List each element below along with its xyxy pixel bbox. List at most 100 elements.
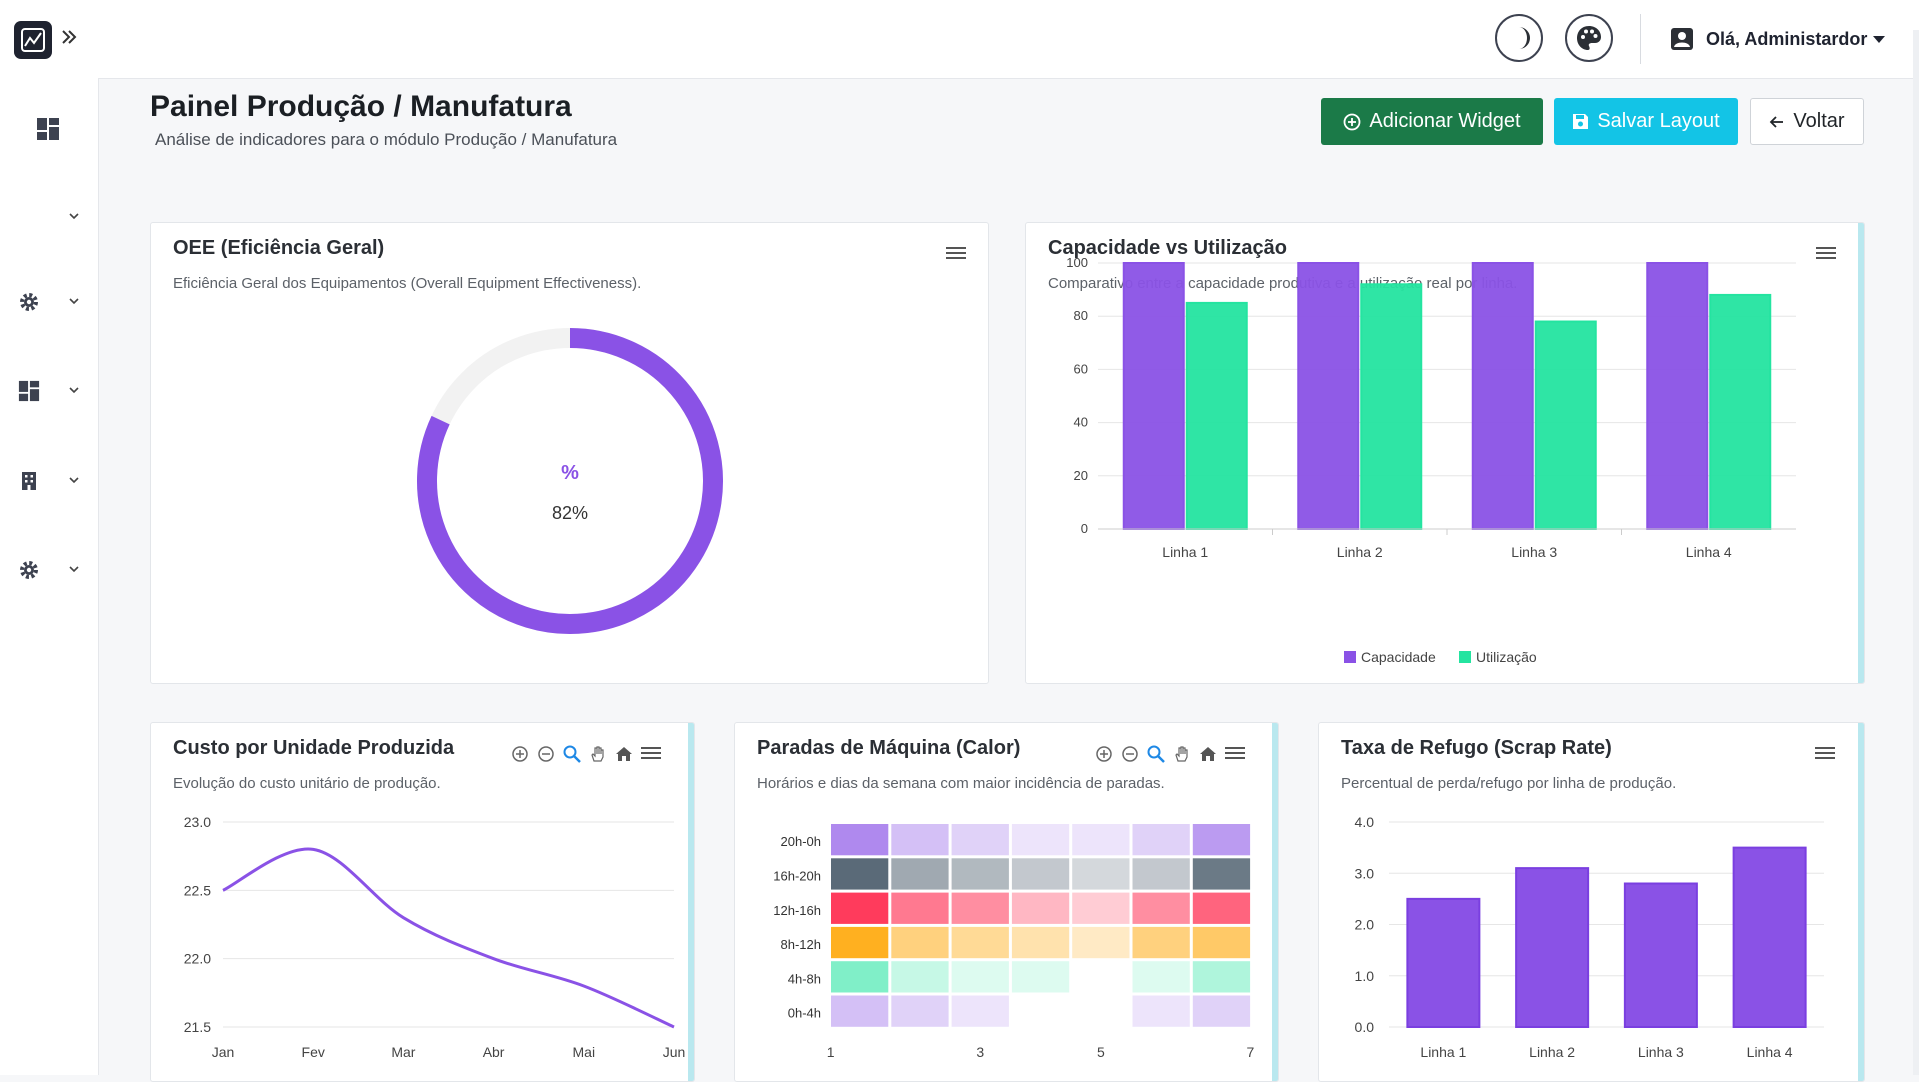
- y-tick-label: 22.5: [184, 882, 211, 898]
- heatmap-cell: [1192, 995, 1251, 1027]
- heatmap-cell: [1072, 858, 1130, 890]
- zoom-in-icon[interactable]: [1095, 745, 1115, 763]
- widget-cost: Custo por Unidade Produzida Evolução do …: [150, 722, 695, 1082]
- widget-title: Taxa de Refugo (Scrap Rate): [1341, 737, 1612, 759]
- oee-radial-chart: % 82%: [417, 328, 723, 634]
- chart-toolbar: [1095, 745, 1245, 763]
- home-reset-icon[interactable]: [615, 745, 635, 763]
- heatmap-cell: [1192, 892, 1251, 924]
- y-tick-label: 20: [1074, 468, 1088, 483]
- heatmap-cell: [1132, 858, 1190, 890]
- page-title: Painel Produção / Manufatura: [150, 90, 572, 123]
- x-tick-label: Mar: [391, 1044, 415, 1060]
- heatmap-cell: [1072, 824, 1130, 856]
- save-layout-button[interactable]: Salvar Layout: [1554, 98, 1738, 145]
- hamburger-menu-icon[interactable]: [1225, 745, 1245, 763]
- bar: [1623, 882, 1698, 1028]
- heatmap-cell: [1011, 892, 1070, 924]
- widget-oee: OEE (Eficiência Geral) Eficiência Geral …: [150, 222, 989, 684]
- heatmap-cell: [1011, 858, 1070, 890]
- x-tick-label: Abr: [483, 1044, 505, 1060]
- sidebar-item-collapsed[interactable]: [10, 194, 88, 238]
- gauge-unit-label: %: [561, 462, 579, 484]
- y-tick-label: 21.5: [184, 1019, 211, 1035]
- sidebar-item-settings[interactable]: [10, 279, 88, 323]
- palette-button[interactable]: [1565, 14, 1613, 62]
- add-widget-button[interactable]: Adicionar Widget: [1321, 98, 1543, 145]
- bar: [1515, 867, 1590, 1028]
- hamburger-menu-icon[interactable]: [1816, 245, 1836, 261]
- hamburger-menu-icon[interactable]: [1815, 745, 1835, 761]
- cost-line-chart: 21.5 22.0 22.5 23.0 Jan Fev Mar Abr Mai Jun: [184, 814, 686, 1060]
- chevron-down-icon: [69, 566, 79, 573]
- divider: [1640, 14, 1641, 64]
- heatmap-cell: [891, 892, 949, 924]
- gear-icon: [20, 561, 38, 579]
- hamburger-menu-icon[interactable]: [641, 745, 661, 763]
- heatmap-cell: [1132, 824, 1190, 856]
- sidebar-item-dashboards[interactable]: [10, 368, 88, 412]
- x-tick-label: Linha 4: [1686, 544, 1732, 560]
- sidebar: [0, 0, 99, 1075]
- heatmap-cell: [951, 824, 1009, 856]
- heatmap-cell: [1192, 824, 1251, 856]
- heatmap-cell: [831, 892, 889, 924]
- user-menu[interactable]: Olá, Administardor: [1670, 26, 1886, 52]
- capacity-bar-chart: 0 20 40 60 80 100 Linha 1 Linha 2 Linha 3 Linha 4…: [1066, 255, 1796, 665]
- user-greeting: Olá, Administardor: [1706, 28, 1868, 49]
- sidebar-item-dashboard[interactable]: [10, 107, 88, 151]
- floppy-disk-icon: [1573, 114, 1589, 129]
- heatmap-cell: [891, 824, 949, 856]
- hamburger-menu-icon[interactable]: [946, 245, 966, 261]
- widget-description: Eficiência Geral dos Equipamentos (Overa…: [173, 275, 642, 292]
- chevron-down-icon: [69, 477, 79, 484]
- y-tick-label: 12h-16h: [773, 903, 821, 918]
- heatmap-cell: [1192, 961, 1251, 993]
- heatmap-cell: [891, 961, 949, 993]
- pan-hand-icon[interactable]: [1173, 745, 1193, 763]
- back-button[interactable]: Voltar: [1750, 98, 1864, 145]
- y-tick-label: 8h-12h: [781, 937, 821, 952]
- double-chevron-right-icon[interactable]: [60, 28, 78, 46]
- widget-scrap: Taxa de Refugo (Scrap Rate) Percentual d…: [1318, 722, 1865, 1082]
- widget-title: OEE (Eficiência Geral): [173, 237, 385, 259]
- widget-title: Capacidade vs Utilização: [1048, 237, 1287, 259]
- magnifier-icon[interactable]: [563, 745, 583, 763]
- zoom-out-icon[interactable]: [537, 745, 557, 763]
- moon-icon: [1519, 27, 1530, 49]
- sidebar-item-settings-2[interactable]: [10, 547, 88, 591]
- widget-capacity: Capacidade vs Utilização Comparativo ent…: [1025, 222, 1865, 684]
- magnifier-icon[interactable]: [1147, 745, 1167, 763]
- y-tick-label: 23.0: [184, 814, 211, 830]
- heatmap-cell: [951, 995, 1009, 1027]
- scrollbar[interactable]: [1913, 30, 1919, 1075]
- home-reset-icon[interactable]: [1199, 745, 1219, 763]
- bar-capacidade: [1646, 262, 1709, 530]
- zoom-out-icon[interactable]: [1121, 745, 1141, 763]
- pan-hand-icon[interactable]: [589, 745, 609, 763]
- x-tick-label: Linha 1: [1420, 1044, 1466, 1060]
- y-tick-label: 16h-20h: [773, 868, 821, 883]
- zoom-in-icon[interactable]: [511, 745, 531, 763]
- heatmap-cell: [1011, 995, 1070, 1027]
- heatmap-cell: [831, 858, 889, 890]
- x-tick-label: Mai: [573, 1044, 596, 1060]
- top-bar: Olá, Administardor: [98, 0, 1919, 79]
- bar-utilização: [1709, 293, 1772, 530]
- theme-toggle-button[interactable]: [1495, 14, 1543, 62]
- heatmap-cell: [831, 824, 889, 856]
- app-logo[interactable]: [14, 21, 52, 59]
- y-tick-label: 0: [1081, 521, 1088, 536]
- heatmap-cell: [891, 995, 949, 1027]
- widget-description: Percentual de perda/refugo por linha de …: [1341, 775, 1677, 792]
- gauge-arc: [417, 328, 723, 634]
- heatmap-cell: [1192, 926, 1251, 959]
- y-tick-label: 2.0: [1355, 917, 1375, 933]
- heatmap-cell: [1072, 961, 1130, 993]
- sidebar-item-building[interactable]: [10, 458, 88, 502]
- bar-capacidade: [1297, 262, 1360, 530]
- back-label: Voltar: [1793, 110, 1845, 132]
- widget-title: Paradas de Máquina (Calor): [757, 737, 1021, 759]
- y-tick-label: 0h-4h: [788, 1006, 821, 1021]
- heatmap-cell: [1072, 892, 1130, 924]
